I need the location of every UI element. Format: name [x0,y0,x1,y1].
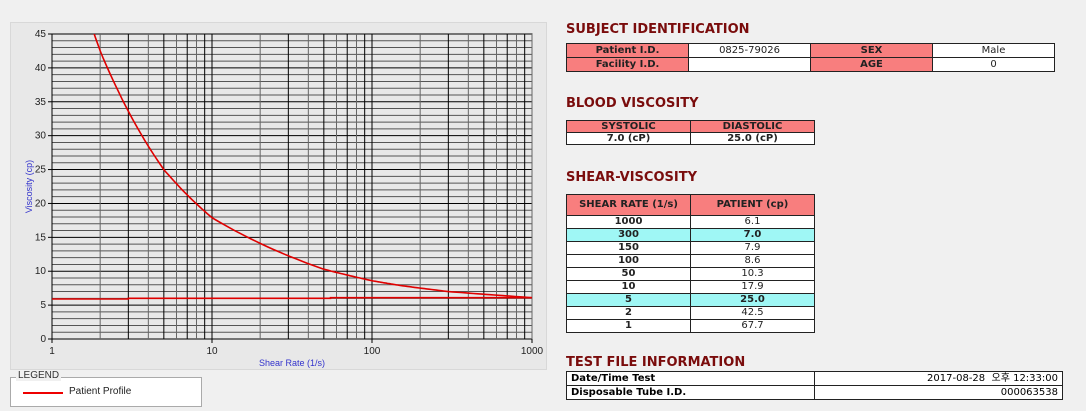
y-tick-label: 40 [35,63,47,74]
y-tick-label: 25 [35,165,47,176]
legend: LEGEND Patient Profile [10,370,202,407]
patient-value-cell: 25.0 [690,293,815,307]
patient-value-cell: 7.9 [690,241,815,255]
y-tick-label: 15 [35,232,47,243]
patient-value-cell: 10.3 [690,267,815,281]
subject-title: SUBJECT IDENTIFICATION [566,22,750,37]
age-label: AGE [810,57,933,72]
shear-title: SHEAR-VISCOSITY [566,170,697,185]
legend-title: LEGEND [16,370,62,381]
patient-value-cell: 8.6 [690,254,815,268]
y-axis-label: Viscosity (cp) [24,160,34,213]
diastolic-value: 25.0 (cP) [690,132,815,145]
diastolic-label: DIASTOLIC [690,120,815,133]
y-tick-label: 5 [40,300,46,311]
subject-table: Patient I.D. 0825-79026 SEX Male Facilit… [566,43,1055,72]
y-tick-label: 30 [35,131,47,142]
facility-id-label: Facility I.D. [566,57,689,72]
patient-value-cell: 6.1 [690,215,815,229]
x-axis-label: Shear Rate (1/s) [259,358,325,368]
sex-value: Male [932,43,1055,58]
y-tick-label: 0 [40,334,46,345]
age-value: 0 [932,57,1055,72]
shear-rate-cell: 1 [566,319,691,333]
systolic-label: SYSTOLIC [566,120,691,133]
testfile-title: TEST FILE INFORMATION [566,355,746,370]
shear-row: 2 42.5 [566,306,815,320]
blood-title: BLOOD VISCOSITY [566,96,699,111]
y-tick-label: 10 [35,266,47,277]
shear-row: 150 7.9 [566,241,815,255]
shear-rate-cell: 300 [566,228,691,242]
y-tick-label: 35 [35,97,47,108]
shear-row: 300 7.0 [566,228,815,242]
shear-rate-cell: 10 [566,280,691,294]
shear-rate-cell: 5 [566,293,691,307]
viscosity-chart: 0 5 10 15 20 25 30 35 40 45 1 10 100 1000 Shear Rate (… [24,29,544,368]
x-tick-label: 100 [364,346,381,357]
y-tick-label: 45 [35,29,47,40]
x-tick-label: 10 [206,346,218,357]
patient-value-cell: 17.9 [690,280,815,294]
facility-id-value [688,57,811,72]
viscosity-chart-panel: 0 5 10 15 20 25 30 35 40 45 1 10 100 1000 Shear Rate (… [10,22,547,370]
testfile-table: Date/Time Test 2017-08-28 오후 12:33:00 Di… [566,371,1063,400]
systolic-value: 7.0 (cP) [566,132,691,145]
shear-rate-header: SHEAR RATE (1/s) [566,194,691,216]
tube-id-label: Disposable Tube I.D. [566,385,815,400]
shear-viscosity-table: SHEAR RATE (1/s) PATIENT (cp) 1000 6.1 300… [566,194,815,333]
patient-header: PATIENT (cp) [690,194,815,216]
patient-id-label: Patient I.D. [566,43,689,58]
x-tick-label: 1000 [521,346,544,357]
patient-value-cell: 42.5 [690,306,815,320]
sex-label: SEX [810,43,933,58]
date-time-value: 2017-08-28 오후 12:33:00 [814,371,1063,386]
shear-row: 50 10.3 [566,267,815,281]
shear-row: 10 17.9 [566,280,815,294]
patient-value-cell: 67.7 [690,319,815,333]
tube-id-value: 000063538 [814,385,1063,400]
patient-id-value: 0825-79026 [688,43,811,58]
legend-item: Patient Profile [69,386,132,397]
plot-area [51,33,533,340]
shear-rate-cell: 50 [566,267,691,281]
series-line-0 [93,34,532,299]
shear-rate-cell: 150 [566,241,691,255]
date-time-label: Date/Time Test [566,371,815,386]
blood-table: SYSTOLIC DIASTOLIC 7.0 (cP) 25.0 (cP) [566,120,815,145]
y-tick-label: 20 [35,198,47,209]
shear-rate-cell: 100 [566,254,691,268]
shear-row: 5 25.0 [566,293,815,307]
shear-row: 1000 6.1 [566,215,815,229]
series-line-1 [52,296,532,300]
x-tick-label: 1 [49,346,55,357]
shear-row: 1 67.7 [566,319,815,333]
legend-line-swatch [23,392,63,394]
shear-rate-cell: 1000 [566,215,691,229]
shear-row: 100 8.6 [566,254,815,268]
shear-rate-cell: 2 [566,306,691,320]
patient-value-cell: 7.0 [690,228,815,242]
